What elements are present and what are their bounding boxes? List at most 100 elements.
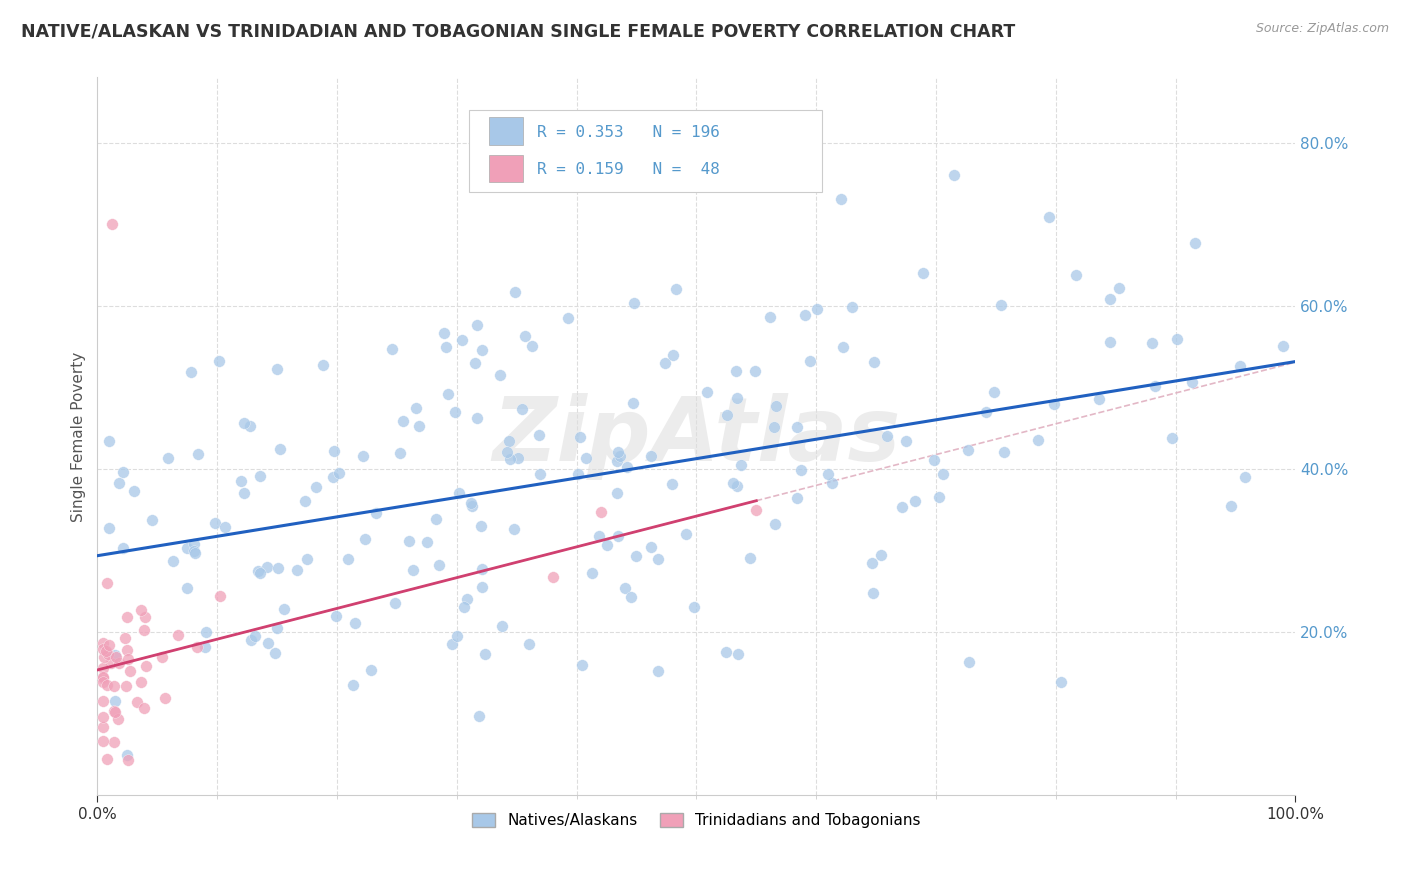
Point bbox=[450, 333, 472, 347]
Point bbox=[716, 408, 738, 422]
Point bbox=[863, 355, 886, 369]
Point bbox=[162, 554, 184, 568]
Point bbox=[661, 477, 683, 491]
Point bbox=[104, 706, 127, 720]
Point bbox=[832, 340, 855, 354]
Point bbox=[150, 650, 173, 665]
Point bbox=[104, 694, 127, 708]
Point bbox=[98, 521, 121, 535]
Text: NATIVE/ALASKAN VS TRINIDADIAN AND TOBAGONIAN SINGLE FEMALE POVERTY CORRELATION C: NATIVE/ALASKAN VS TRINIDADIAN AND TOBAGO… bbox=[21, 22, 1015, 40]
Point bbox=[581, 566, 603, 581]
Point bbox=[239, 418, 262, 433]
Point bbox=[104, 650, 127, 665]
Point bbox=[1038, 210, 1060, 224]
Point bbox=[214, 520, 236, 534]
Point bbox=[98, 638, 121, 652]
Point bbox=[416, 535, 439, 549]
Point bbox=[499, 451, 522, 466]
Point bbox=[127, 695, 149, 709]
Point bbox=[141, 513, 163, 527]
Point bbox=[817, 467, 839, 481]
Point bbox=[725, 391, 748, 405]
Point bbox=[384, 596, 406, 610]
Point bbox=[104, 648, 127, 662]
Point bbox=[745, 503, 768, 517]
Point bbox=[640, 449, 662, 463]
Point bbox=[515, 329, 537, 343]
Point bbox=[876, 429, 898, 443]
Point bbox=[790, 463, 813, 477]
Point bbox=[360, 663, 382, 677]
Point bbox=[264, 646, 287, 660]
Point bbox=[725, 364, 748, 378]
Point bbox=[354, 532, 377, 546]
Point bbox=[799, 354, 821, 368]
Point bbox=[342, 678, 364, 692]
Point bbox=[186, 640, 208, 654]
Point bbox=[794, 308, 817, 322]
Point bbox=[132, 701, 155, 715]
Point bbox=[620, 590, 643, 604]
Point bbox=[529, 467, 551, 481]
Point bbox=[96, 751, 118, 765]
Point bbox=[647, 551, 669, 566]
Point bbox=[337, 552, 360, 566]
Point bbox=[245, 629, 267, 643]
Point bbox=[759, 310, 782, 324]
Point bbox=[474, 647, 496, 661]
Point bbox=[405, 401, 427, 415]
Point bbox=[437, 386, 460, 401]
Point bbox=[489, 368, 512, 383]
Point bbox=[129, 675, 152, 690]
Point bbox=[433, 326, 456, 340]
Point bbox=[830, 193, 852, 207]
Point bbox=[444, 405, 467, 419]
Point bbox=[93, 710, 115, 724]
Point bbox=[176, 581, 198, 595]
Point bbox=[122, 483, 145, 498]
Point bbox=[606, 444, 628, 458]
Point bbox=[714, 645, 737, 659]
Point bbox=[312, 358, 335, 372]
Point bbox=[108, 475, 131, 490]
Point bbox=[134, 659, 156, 673]
Point bbox=[624, 549, 647, 564]
Point bbox=[613, 582, 636, 596]
Point bbox=[108, 656, 131, 670]
Point bbox=[115, 679, 138, 693]
Text: ZipAtlas: ZipAtlas bbox=[492, 392, 901, 480]
Point bbox=[506, 450, 529, 465]
Point bbox=[266, 362, 288, 376]
Point bbox=[1028, 433, 1050, 447]
Point bbox=[786, 491, 808, 505]
Point bbox=[96, 576, 118, 591]
Point bbox=[683, 599, 706, 614]
Point bbox=[134, 610, 156, 624]
Point bbox=[322, 470, 344, 484]
Point bbox=[529, 428, 551, 442]
Point bbox=[266, 621, 288, 635]
Point bbox=[456, 591, 478, 606]
Point bbox=[392, 414, 415, 428]
Point bbox=[596, 538, 619, 552]
Point bbox=[665, 282, 688, 296]
Point bbox=[1064, 268, 1087, 282]
Point bbox=[491, 619, 513, 633]
Point bbox=[557, 311, 579, 326]
Point bbox=[246, 564, 269, 578]
Point bbox=[208, 354, 231, 368]
Point bbox=[467, 709, 489, 723]
Text: R = 0.353   N = 196: R = 0.353 N = 196 bbox=[537, 125, 720, 140]
Point bbox=[240, 632, 263, 647]
Point bbox=[1166, 332, 1188, 346]
Point bbox=[434, 340, 457, 354]
Point bbox=[957, 655, 980, 669]
Point bbox=[1108, 281, 1130, 295]
Point bbox=[510, 402, 533, 417]
Point bbox=[725, 479, 748, 493]
Point bbox=[860, 556, 883, 570]
Point bbox=[467, 411, 489, 425]
Point bbox=[1181, 375, 1204, 389]
Point bbox=[100, 217, 122, 231]
Point bbox=[522, 339, 544, 353]
